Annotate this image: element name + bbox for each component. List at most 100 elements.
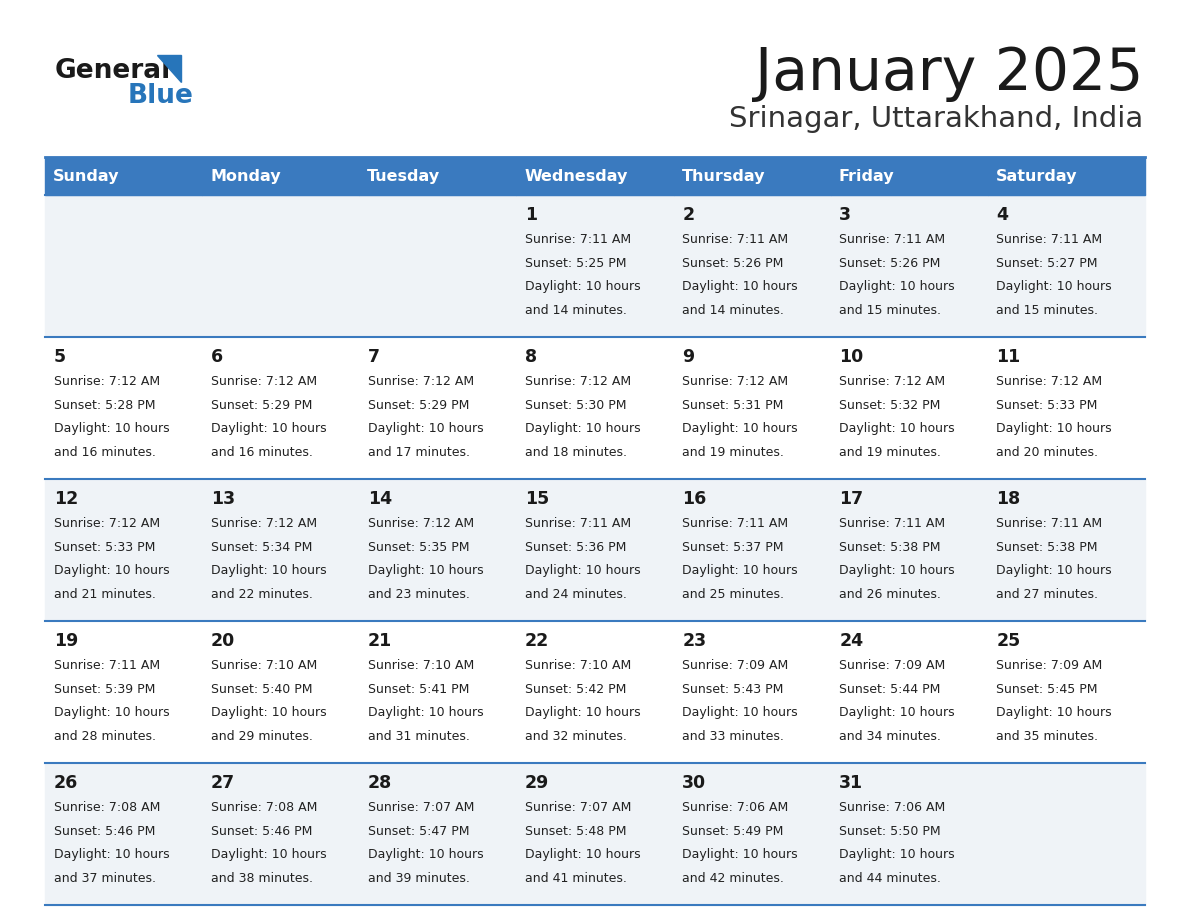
Text: Sunset: 5:35 PM: Sunset: 5:35 PM (368, 541, 469, 554)
Text: Daylight: 10 hours: Daylight: 10 hours (368, 848, 484, 861)
Text: Sunset: 5:47 PM: Sunset: 5:47 PM (368, 824, 469, 838)
Bar (202, 621, 359, 763)
Polygon shape (157, 55, 181, 82)
Text: 2: 2 (682, 207, 694, 224)
Text: Daylight: 10 hours: Daylight: 10 hours (682, 422, 798, 435)
Text: and 38 minutes.: and 38 minutes. (210, 871, 312, 885)
Text: and 44 minutes.: and 44 minutes. (840, 871, 941, 885)
Text: Blue: Blue (128, 83, 194, 109)
Text: 18: 18 (997, 490, 1020, 509)
Text: Daylight: 10 hours: Daylight: 10 hours (53, 422, 169, 435)
Bar (45, 195, 202, 337)
Text: and 24 minutes.: and 24 minutes. (525, 588, 627, 600)
Text: Tuesday: Tuesday (367, 169, 441, 184)
Bar (202, 195, 359, 337)
Bar (359, 621, 517, 763)
Bar (202, 337, 359, 479)
Text: Sunset: 5:46 PM: Sunset: 5:46 PM (53, 824, 154, 838)
Text: 11: 11 (997, 348, 1020, 366)
Text: 21: 21 (368, 633, 392, 650)
Text: and 31 minutes.: and 31 minutes. (368, 730, 469, 743)
Bar (517, 195, 674, 337)
Text: and 25 minutes.: and 25 minutes. (682, 588, 784, 600)
Text: Sunset: 5:27 PM: Sunset: 5:27 PM (997, 257, 1098, 270)
Text: 14: 14 (368, 490, 392, 509)
Text: 6: 6 (210, 348, 223, 366)
Text: Sunset: 5:37 PM: Sunset: 5:37 PM (682, 541, 784, 554)
Text: Sunset: 5:33 PM: Sunset: 5:33 PM (53, 541, 154, 554)
Text: Sunrise: 7:11 AM: Sunrise: 7:11 AM (997, 518, 1102, 531)
Text: Sunset: 5:50 PM: Sunset: 5:50 PM (840, 824, 941, 838)
Bar (988, 479, 1145, 621)
Text: Sunrise: 7:10 AM: Sunrise: 7:10 AM (525, 659, 631, 672)
Text: Daylight: 10 hours: Daylight: 10 hours (525, 422, 640, 435)
Text: January 2025: January 2025 (754, 45, 1143, 102)
Bar (202, 157, 359, 195)
Text: Sunset: 5:39 PM: Sunset: 5:39 PM (53, 683, 154, 696)
Text: Daylight: 10 hours: Daylight: 10 hours (368, 565, 484, 577)
Text: 5: 5 (53, 348, 65, 366)
Text: Sunset: 5:28 PM: Sunset: 5:28 PM (53, 398, 156, 412)
Bar (45, 621, 202, 763)
Text: Sunrise: 7:11 AM: Sunrise: 7:11 AM (682, 518, 789, 531)
Text: Friday: Friday (839, 169, 895, 184)
Text: Daylight: 10 hours: Daylight: 10 hours (210, 848, 327, 861)
Text: 31: 31 (840, 775, 864, 792)
Text: Sunrise: 7:07 AM: Sunrise: 7:07 AM (368, 801, 474, 814)
Text: Sunrise: 7:11 AM: Sunrise: 7:11 AM (53, 659, 159, 672)
Text: Sunset: 5:36 PM: Sunset: 5:36 PM (525, 541, 626, 554)
Text: Daylight: 10 hours: Daylight: 10 hours (682, 706, 798, 719)
Text: 26: 26 (53, 775, 78, 792)
Bar (674, 195, 830, 337)
Text: 9: 9 (682, 348, 694, 366)
Text: 24: 24 (840, 633, 864, 650)
Bar (830, 157, 988, 195)
Text: Daylight: 10 hours: Daylight: 10 hours (368, 706, 484, 719)
Text: and 15 minutes.: and 15 minutes. (840, 304, 941, 317)
Text: Sunset: 5:49 PM: Sunset: 5:49 PM (682, 824, 784, 838)
Text: Sunrise: 7:08 AM: Sunrise: 7:08 AM (210, 801, 317, 814)
Text: 27: 27 (210, 775, 235, 792)
Bar (517, 479, 674, 621)
Bar (830, 621, 988, 763)
Text: and 19 minutes.: and 19 minutes. (840, 445, 941, 459)
Text: Srinagar, Uttarakhand, India: Srinagar, Uttarakhand, India (728, 105, 1143, 133)
Text: 30: 30 (682, 775, 707, 792)
Text: Sunrise: 7:12 AM: Sunrise: 7:12 AM (53, 375, 159, 388)
Text: 19: 19 (53, 633, 78, 650)
Text: Daylight: 10 hours: Daylight: 10 hours (840, 280, 955, 293)
Text: and 26 minutes.: and 26 minutes. (840, 588, 941, 600)
Text: Sunrise: 7:07 AM: Sunrise: 7:07 AM (525, 801, 632, 814)
Text: and 34 minutes.: and 34 minutes. (840, 730, 941, 743)
Text: Sunrise: 7:09 AM: Sunrise: 7:09 AM (997, 659, 1102, 672)
Text: Sunset: 5:25 PM: Sunset: 5:25 PM (525, 257, 626, 270)
Text: Saturday: Saturday (996, 169, 1078, 184)
Bar (202, 479, 359, 621)
Text: Daylight: 10 hours: Daylight: 10 hours (525, 848, 640, 861)
Text: Sunrise: 7:11 AM: Sunrise: 7:11 AM (997, 233, 1102, 246)
Text: and 27 minutes.: and 27 minutes. (997, 588, 1099, 600)
Text: 1: 1 (525, 207, 537, 224)
Bar (45, 763, 202, 905)
Text: Sunset: 5:40 PM: Sunset: 5:40 PM (210, 683, 312, 696)
Text: 3: 3 (840, 207, 852, 224)
Text: Daylight: 10 hours: Daylight: 10 hours (682, 565, 798, 577)
Text: Sunrise: 7:11 AM: Sunrise: 7:11 AM (682, 233, 789, 246)
Text: Daylight: 10 hours: Daylight: 10 hours (210, 565, 327, 577)
Text: Sunset: 5:29 PM: Sunset: 5:29 PM (210, 398, 312, 412)
Text: and 23 minutes.: and 23 minutes. (368, 588, 469, 600)
Text: and 41 minutes.: and 41 minutes. (525, 871, 627, 885)
Text: Sunrise: 7:12 AM: Sunrise: 7:12 AM (840, 375, 946, 388)
Text: Sunset: 5:42 PM: Sunset: 5:42 PM (525, 683, 626, 696)
Text: 29: 29 (525, 775, 549, 792)
Text: and 17 minutes.: and 17 minutes. (368, 445, 470, 459)
Bar (517, 763, 674, 905)
Bar (45, 337, 202, 479)
Bar (830, 337, 988, 479)
Text: and 42 minutes.: and 42 minutes. (682, 871, 784, 885)
Text: 10: 10 (840, 348, 864, 366)
Text: and 32 minutes.: and 32 minutes. (525, 730, 627, 743)
Bar (830, 195, 988, 337)
Text: and 39 minutes.: and 39 minutes. (368, 871, 469, 885)
Text: Sunrise: 7:09 AM: Sunrise: 7:09 AM (840, 659, 946, 672)
